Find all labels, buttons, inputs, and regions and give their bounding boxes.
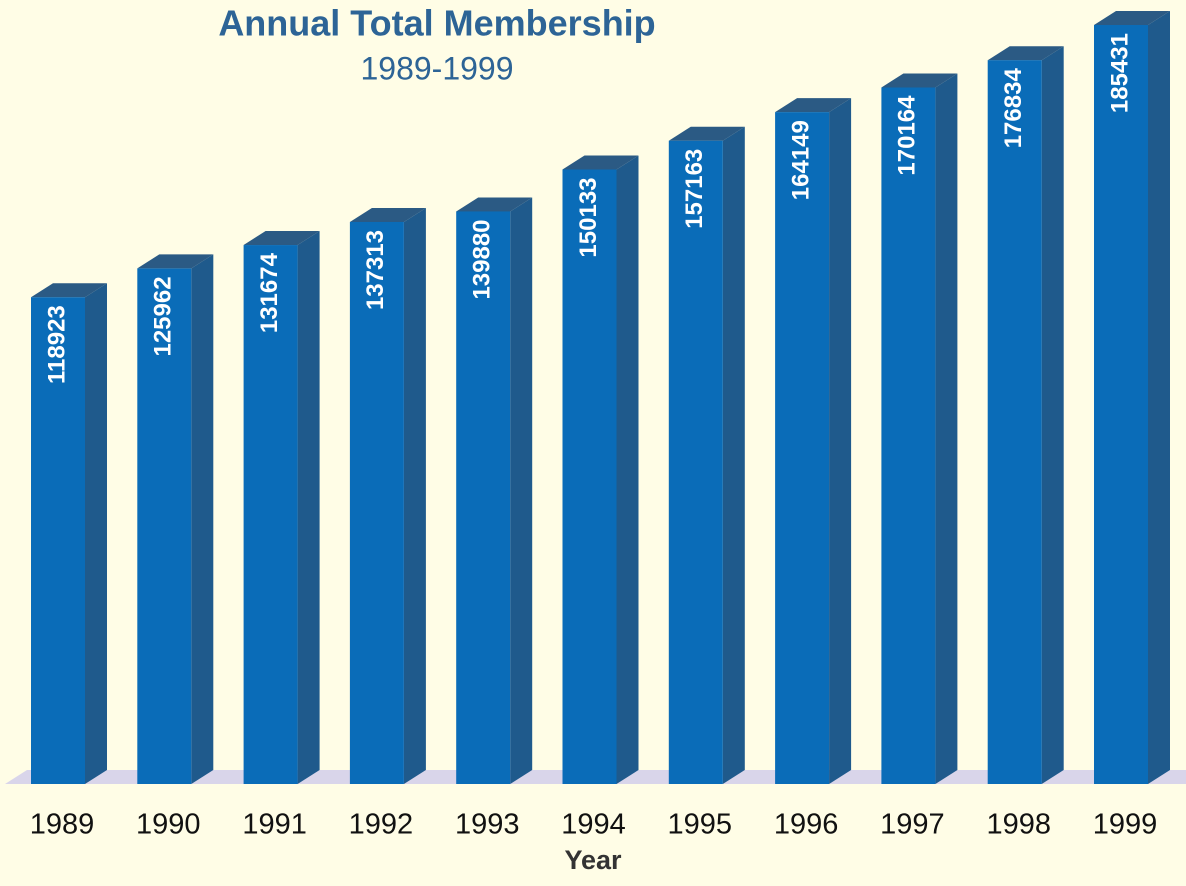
bar-side	[935, 73, 958, 785]
x-axis-title: Year	[564, 845, 622, 875]
data-label: 150133	[575, 177, 602, 257]
x-tick-label: 1996	[774, 809, 839, 841]
bar-side	[191, 254, 214, 785]
x-tick-label: 1999	[1093, 809, 1158, 841]
bar-top	[562, 155, 639, 170]
data-label: 118923	[43, 305, 70, 384]
data-label: 139880	[469, 219, 496, 299]
bar-top	[243, 231, 320, 246]
bar-side	[829, 98, 852, 784]
bar-side	[85, 283, 107, 784]
bar	[987, 60, 1042, 784]
bar-side	[1041, 46, 1064, 784]
x-tick-label: 1993	[455, 809, 520, 841]
bar-side	[403, 207, 426, 784]
bar	[31, 297, 85, 784]
bar	[775, 112, 830, 784]
x-tick-label: 1989	[30, 809, 95, 841]
bar	[456, 211, 511, 785]
bar-top	[881, 73, 958, 88]
x-tick-label: 1994	[561, 809, 626, 841]
x-tick-label: 1992	[349, 809, 414, 841]
bar	[243, 245, 298, 784]
data-label: 185431	[1106, 33, 1133, 113]
x-tick-label: 1990	[136, 809, 201, 841]
bar-side	[616, 155, 639, 785]
bar-top	[137, 254, 214, 269]
x-tick-label: 1997	[880, 809, 945, 841]
bar	[562, 169, 617, 785]
data-label: 137313	[362, 230, 389, 310]
bar	[137, 268, 192, 785]
chart-title: Annual Total Membership	[218, 3, 655, 44]
data-label: 176834	[1000, 68, 1027, 149]
bar	[881, 87, 936, 785]
x-tick-label: 1991	[242, 809, 307, 841]
bar-side	[510, 197, 533, 785]
bar-top	[775, 98, 852, 113]
data-label: 170164	[894, 95, 921, 176]
data-label: 125962	[150, 276, 177, 356]
x-tick-label: 1998	[986, 809, 1051, 841]
bar-top	[668, 126, 745, 141]
chart-subtitle: 1989-1999	[360, 50, 513, 86]
x-tick-label: 1995	[668, 809, 733, 841]
bar-top	[31, 283, 107, 298]
bar	[1094, 25, 1148, 784]
bar-top	[456, 197, 533, 212]
data-label: 164149	[787, 120, 814, 200]
bar-top	[349, 207, 426, 222]
bar-top	[1094, 11, 1170, 25]
data-label: 131674	[256, 252, 283, 333]
bar-side	[1148, 11, 1170, 784]
bar	[668, 140, 723, 785]
data-label: 157163	[681, 149, 708, 229]
bar-side	[722, 126, 745, 785]
bar-top	[987, 46, 1064, 61]
bar	[349, 221, 404, 784]
bar-side	[297, 231, 320, 784]
